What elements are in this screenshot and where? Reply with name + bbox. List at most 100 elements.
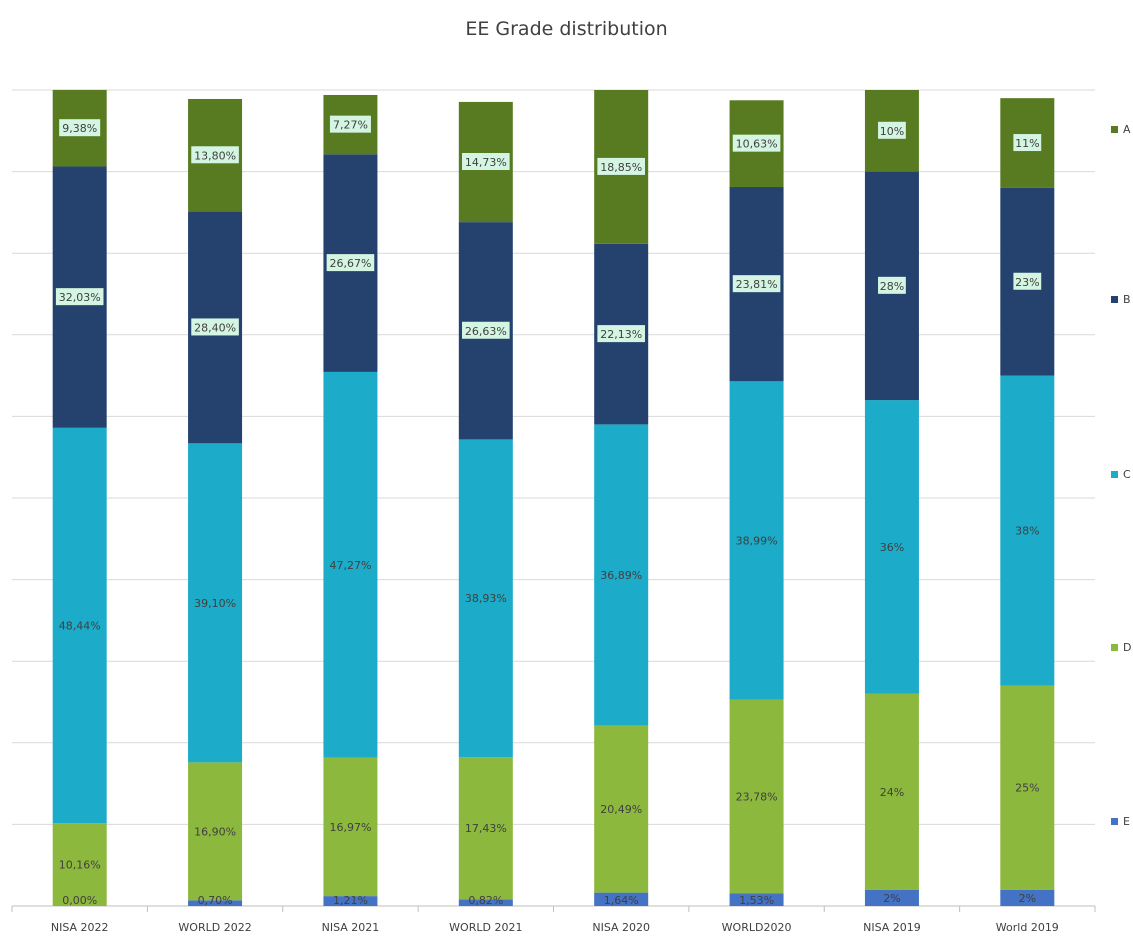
data-label-b: 23,81%: [736, 278, 778, 291]
data-label-a: 11%: [1015, 137, 1039, 150]
data-label-b: 28%: [880, 280, 904, 293]
data-label-d: 23,78%: [736, 790, 778, 803]
category-label: WORLD2020: [722, 921, 792, 934]
bar-c-segment: [458, 439, 513, 758]
data-label-background: [732, 275, 781, 293]
legend-label-c: C: [1123, 468, 1131, 481]
data-label-background: [462, 153, 510, 171]
legend-label-d: D: [1123, 641, 1131, 654]
data-label-background: [597, 157, 645, 175]
data-label-b: 26,63%: [465, 325, 507, 338]
data-label-b: 26,67%: [329, 257, 371, 270]
data-label-c: 36,89%: [600, 569, 642, 582]
category-label: NISA 2022: [51, 921, 109, 934]
data-label-e: 0,70%: [198, 894, 233, 907]
data-label-a: 13,80%: [194, 149, 236, 162]
data-label-d: 17,43%: [465, 822, 507, 835]
bar-d-segment: [188, 762, 243, 901]
category-label: WORLD 2021: [449, 921, 522, 934]
data-label-background: [878, 121, 906, 139]
data-label-background: [597, 325, 645, 343]
data-label-b: 23%: [1015, 276, 1039, 289]
bar-d-segment: [458, 757, 513, 900]
bar-d-segment: [864, 693, 919, 890]
bar-c-segment: [52, 427, 107, 824]
bars: [52, 89, 1055, 906]
bar-e-segment: [864, 889, 919, 906]
data-label-background: [191, 318, 239, 336]
data-label-e: 1,53%: [739, 894, 774, 907]
data-labels: 0,00% 10,16% 48,44% 32,03% 9,38% 0,70% 16,90% 3…: [55, 115, 1042, 907]
data-label-e: 1,21%: [333, 894, 368, 907]
category-label: NISA 2021: [322, 921, 380, 934]
bar-e-segment: [729, 893, 784, 906]
data-label-a: 10%: [880, 125, 904, 138]
data-label-background: [191, 146, 239, 164]
bar-d-segment: [729, 699, 784, 894]
chart-title: EE Grade distribution: [465, 18, 668, 40]
data-label-d: 16,90%: [194, 825, 236, 838]
data-label-background: [1013, 272, 1042, 290]
data-label-e: 1,64%: [604, 894, 639, 907]
data-label-a: 10,63%: [736, 138, 778, 151]
data-label-e: 2%: [1019, 892, 1036, 905]
data-label-background: [1013, 134, 1042, 152]
data-label-background: [326, 254, 375, 272]
bar-e-segment: [1000, 889, 1055, 906]
data-label-c: 38,99%: [736, 534, 778, 547]
grid-lines: [11, 89, 1096, 912]
bar-d-segment: [323, 757, 378, 897]
data-label-a: 9,38%: [62, 122, 97, 135]
data-label-e: 0,00%: [62, 894, 97, 907]
category-label: NISA 2019: [863, 921, 921, 934]
data-label-e: 2%: [883, 892, 900, 905]
data-label-c: 38%: [1015, 525, 1039, 538]
legend-label-a: A: [1123, 123, 1131, 136]
data-label-b: 32,03%: [59, 291, 101, 304]
bar-c-segment: [323, 371, 378, 758]
data-label-d: 16,97%: [329, 821, 371, 834]
legend: A B C D E: [1111, 123, 1131, 828]
legend-swatch-d: [1111, 644, 1118, 651]
data-label-d: 25%: [1015, 782, 1039, 795]
data-label-a: 18,85%: [600, 161, 642, 174]
data-label-a: 14,73%: [465, 156, 507, 169]
data-label-d: 10,16%: [59, 859, 101, 872]
bar-c-segment: [729, 381, 784, 700]
bar-c-segment: [864, 400, 919, 694]
data-label-c: 39,10%: [194, 597, 236, 610]
data-label-e: 0,82%: [468, 894, 503, 907]
legend-swatch-a: [1111, 126, 1118, 133]
bar-e-segment: [323, 896, 378, 906]
legend-label-b: B: [1123, 293, 1131, 306]
data-label-background: [878, 276, 906, 294]
data-label-b: 28,40%: [194, 321, 236, 334]
bar-d-segment: [52, 823, 107, 906]
bar-c-segment: [594, 424, 649, 726]
data-label-background: [462, 321, 510, 339]
data-label-a: 7,27%: [333, 119, 368, 132]
data-label-c: 48,44%: [59, 619, 101, 632]
data-label-background: [732, 134, 781, 152]
bar-e-segment: [188, 900, 243, 906]
data-label-d: 24%: [880, 786, 904, 799]
data-label-background: [55, 288, 104, 306]
data-label-c: 36%: [880, 541, 904, 554]
category-label: WORLD 2022: [178, 921, 251, 934]
legend-swatch-c: [1111, 471, 1118, 478]
bar-e-segment: [594, 892, 649, 906]
data-label-background: [329, 115, 371, 133]
data-label-c: 38,93%: [465, 592, 507, 605]
bar-c-segment: [188, 443, 243, 763]
bar-d-segment: [1000, 685, 1055, 890]
data-label-c: 47,27%: [329, 559, 371, 572]
legend-swatch-e: [1111, 818, 1118, 825]
data-label-background: [59, 119, 101, 137]
category-label: World 2019: [996, 921, 1059, 934]
legend-swatch-b: [1111, 296, 1118, 303]
bar-e-segment: [458, 899, 513, 906]
category-labels: NISA 2022 WORLD 2022 NISA 2021 WORLD 2021 NI…: [51, 921, 1059, 934]
data-label-b: 22,13%: [600, 328, 642, 341]
data-label-d: 20,49%: [600, 803, 642, 816]
